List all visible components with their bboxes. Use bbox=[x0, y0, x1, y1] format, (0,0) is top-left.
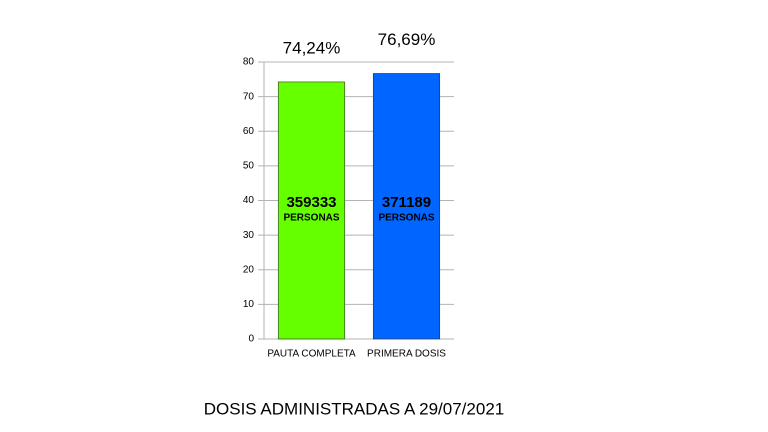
x-tick-label: PAUTA COMPLETA bbox=[267, 349, 356, 360]
bar bbox=[277, 81, 346, 340]
people-label: PERSONAS bbox=[378, 213, 434, 224]
y-tick-label: 70 bbox=[243, 91, 255, 102]
y-tick-label: 20 bbox=[243, 264, 255, 275]
people-count: 359333 bbox=[286, 194, 336, 211]
y-tick-label: 60 bbox=[243, 126, 255, 137]
y-tick-label: 50 bbox=[243, 161, 255, 172]
y-tick-label: 80 bbox=[243, 57, 255, 68]
value-label: 74,24% bbox=[283, 38, 341, 57]
chart-title: DOSIS ADMINISTRADAS A 29/07/2021 bbox=[204, 399, 504, 418]
y-tick-label: 10 bbox=[243, 299, 255, 310]
y-tick-label: 30 bbox=[243, 230, 255, 241]
value-label: 76,69% bbox=[378, 30, 436, 49]
y-tick-label: 0 bbox=[248, 334, 254, 345]
bar bbox=[372, 73, 441, 340]
people-count: 371189 bbox=[382, 194, 431, 211]
people-label: PERSONAS bbox=[283, 213, 339, 224]
x-tick-label: PRIMERA DOSIS bbox=[367, 349, 446, 360]
y-tick-label: 40 bbox=[243, 195, 255, 206]
